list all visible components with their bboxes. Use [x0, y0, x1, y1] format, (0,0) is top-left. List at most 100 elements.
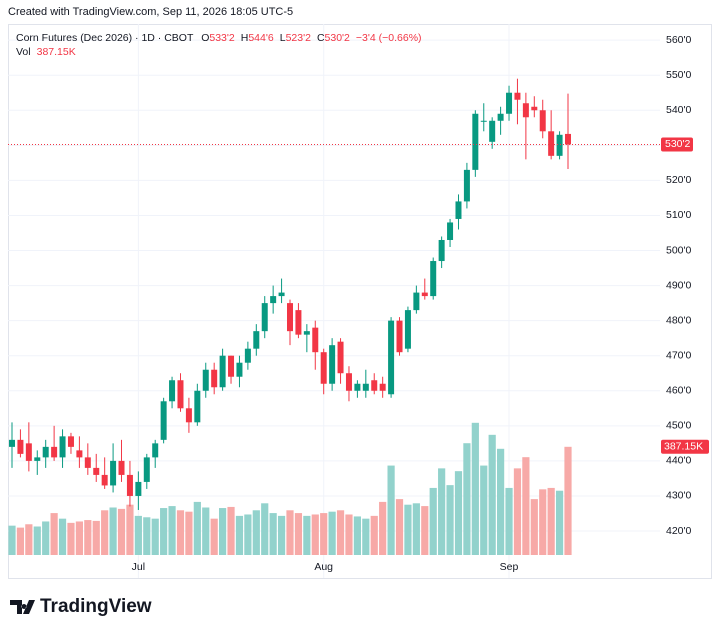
- volume-bar: [25, 524, 33, 555]
- y-tick-label: 540'0: [666, 104, 692, 116]
- candle-body: [506, 92, 513, 114]
- volume-bar: [101, 510, 109, 555]
- y-tick-label: 500'0: [666, 244, 692, 256]
- volume-bar: [92, 520, 100, 555]
- y-tick-label: 460'0: [666, 385, 692, 397]
- x-tick-label: Jul: [132, 561, 145, 573]
- candle-body: [388, 320, 395, 395]
- volume-bar: [463, 443, 471, 555]
- candle-body: [548, 131, 555, 156]
- candle-body: [455, 201, 462, 219]
- candle-body: [354, 383, 361, 391]
- volume-bar: [311, 514, 319, 555]
- volume-bar: [117, 508, 126, 555]
- volume-bar: [58, 518, 67, 555]
- volume-bar: [126, 504, 134, 555]
- candle-body: [135, 481, 142, 496]
- candle-body: [480, 120, 487, 122]
- volume-bar: [277, 515, 286, 555]
- candle-body: [110, 460, 117, 486]
- plot: 420'0 430'0 440'0 450'0 460'0 470'0 480'0 490'0…: [8, 24, 709, 578]
- volume-bar: [328, 511, 336, 555]
- candle-body: [101, 474, 108, 486]
- ohlc: O533'2 H544'6 L523'2 C530'2 −3'4 (−0.66%): [201, 32, 421, 44]
- volume-bar: [210, 518, 218, 555]
- volume-bar: [193, 501, 201, 555]
- volume-bar: [84, 520, 92, 555]
- volume-bar: [497, 448, 505, 555]
- candle-body: [565, 133, 571, 145]
- candle-body: [396, 320, 403, 353]
- volume-bar: [336, 510, 345, 555]
- candle-body: [287, 303, 293, 332]
- candle-body: [25, 443, 32, 461]
- candle-body: [211, 369, 218, 388]
- candle-body: [413, 292, 420, 311]
- legend-value: 523'2: [286, 32, 312, 44]
- y-tick-label: 490'0: [666, 279, 692, 291]
- candle-body: [329, 345, 336, 384]
- volume-bar: [429, 487, 437, 555]
- candle-body: [228, 355, 235, 377]
- candle-body: [379, 383, 386, 391]
- candle-body: [51, 446, 58, 458]
- volume-bar: [505, 487, 513, 555]
- volume-bar: [379, 501, 387, 555]
- volume-bar: [362, 518, 370, 555]
- candle-body: [169, 380, 176, 402]
- volume-bar: [185, 511, 193, 555]
- legend-value: 544'6: [248, 32, 274, 44]
- candle-body: [17, 439, 24, 454]
- volume-bar: [446, 485, 454, 555]
- y-tick-label: 430'0: [666, 490, 692, 502]
- volume-bar: [488, 434, 496, 555]
- volume-bar: [513, 468, 522, 555]
- y-tick-label: 440'0: [666, 455, 692, 467]
- legend-value: 530'2: [325, 32, 351, 44]
- symbol: Corn Futures (Dec 2026) · 1D · CBOT: [16, 32, 194, 44]
- candle-body: [278, 292, 285, 297]
- candle-body: [219, 355, 226, 388]
- candle-body: [362, 383, 369, 391]
- candle-body: [67, 436, 74, 447]
- volume-bar: [176, 510, 185, 555]
- candle-body: [194, 390, 201, 423]
- volume-bar: [252, 510, 260, 555]
- candle-body: [270, 296, 277, 304]
- y-tick-label: 560'0: [666, 34, 692, 46]
- frame: [8, 24, 712, 579]
- volume-bar: [261, 503, 269, 555]
- volume-bar: [404, 504, 412, 555]
- y-tick-label: 470'0: [666, 349, 692, 361]
- volume-bar: [75, 521, 83, 555]
- last-price-box: [661, 137, 693, 152]
- candle-body: [160, 401, 167, 440]
- volume-bar: [294, 513, 303, 555]
- candle-body: [177, 380, 184, 409]
- volume-bar: [387, 465, 395, 555]
- last-price-label: 530'2: [665, 138, 691, 150]
- volume-bar: [235, 515, 244, 555]
- volume-bar: [421, 506, 429, 555]
- y-tick-label: 420'0: [666, 525, 692, 537]
- volume-bar: [471, 422, 479, 555]
- volume-bar: [168, 506, 176, 555]
- volume-bar: [269, 513, 277, 555]
- candle-body: [93, 467, 100, 475]
- candle-body: [253, 331, 260, 349]
- candle-body: [371, 380, 378, 391]
- volume-bar: [353, 516, 361, 555]
- candle-body: [185, 408, 192, 423]
- candle-body: [34, 457, 41, 461]
- candle-body: [42, 446, 49, 458]
- x-tick-label: Sep: [500, 561, 519, 573]
- x-tick-label: Aug: [314, 561, 333, 573]
- volume-bar: [522, 457, 530, 555]
- candle-body: [295, 310, 302, 335]
- candle-body: [9, 439, 15, 447]
- volume-bar: [564, 446, 572, 555]
- legend-key: C: [317, 32, 325, 44]
- candle-body: [447, 222, 454, 240]
- legend-key: O: [201, 32, 209, 44]
- logo-text: TradingView: [40, 596, 152, 617]
